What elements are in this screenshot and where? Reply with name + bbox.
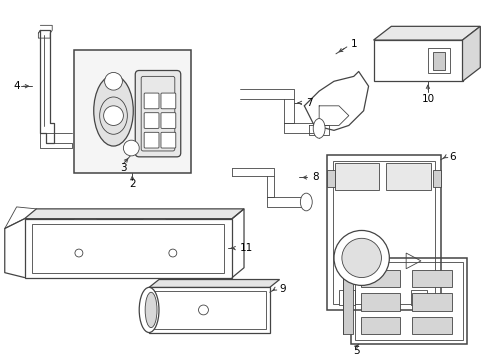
Bar <box>433 170 441 187</box>
Text: 10: 10 <box>421 94 435 104</box>
Text: 5: 5 <box>353 346 360 356</box>
Text: 1: 1 <box>350 39 357 49</box>
Bar <box>428 48 450 73</box>
Bar <box>412 270 452 287</box>
Bar <box>327 170 335 187</box>
Ellipse shape <box>94 75 133 146</box>
Bar <box>24 219 232 278</box>
Bar <box>361 317 400 334</box>
Circle shape <box>334 230 390 285</box>
Polygon shape <box>24 209 244 219</box>
Text: 6: 6 <box>449 152 456 162</box>
FancyBboxPatch shape <box>161 132 176 148</box>
Polygon shape <box>373 26 480 40</box>
Bar <box>351 258 467 344</box>
Text: 11: 11 <box>239 243 253 253</box>
Ellipse shape <box>145 292 157 328</box>
Bar <box>333 161 435 304</box>
Circle shape <box>103 106 123 125</box>
FancyBboxPatch shape <box>144 132 159 148</box>
Bar <box>149 287 270 333</box>
Bar <box>343 268 353 334</box>
FancyBboxPatch shape <box>161 93 176 109</box>
Ellipse shape <box>300 193 312 211</box>
Bar <box>32 224 224 273</box>
Bar <box>412 293 452 311</box>
Bar <box>335 163 379 190</box>
Circle shape <box>198 305 208 315</box>
Circle shape <box>75 249 83 257</box>
Bar <box>412 317 452 334</box>
Bar <box>327 155 441 310</box>
FancyBboxPatch shape <box>161 113 176 129</box>
Polygon shape <box>463 26 480 81</box>
Bar <box>355 262 464 340</box>
FancyBboxPatch shape <box>144 113 159 129</box>
Ellipse shape <box>313 118 325 138</box>
Bar <box>339 290 355 305</box>
Text: 8: 8 <box>312 172 318 183</box>
Text: 2: 2 <box>129 179 136 189</box>
Bar <box>387 163 431 190</box>
Bar <box>433 52 445 69</box>
Circle shape <box>123 140 139 156</box>
Text: 9: 9 <box>279 284 286 294</box>
Bar <box>153 291 266 329</box>
Bar <box>411 290 427 305</box>
Text: 3: 3 <box>120 163 127 173</box>
Text: 4: 4 <box>13 81 20 91</box>
FancyBboxPatch shape <box>135 71 181 157</box>
Bar <box>74 211 96 219</box>
Bar <box>361 270 400 287</box>
FancyBboxPatch shape <box>144 93 159 109</box>
Polygon shape <box>149 279 280 287</box>
Bar <box>74 50 191 172</box>
Bar <box>373 40 463 81</box>
Bar <box>361 293 400 311</box>
Bar <box>143 211 165 219</box>
Circle shape <box>104 72 122 90</box>
Text: 7: 7 <box>306 98 313 108</box>
Circle shape <box>342 238 381 278</box>
Circle shape <box>169 249 177 257</box>
Ellipse shape <box>139 287 159 333</box>
